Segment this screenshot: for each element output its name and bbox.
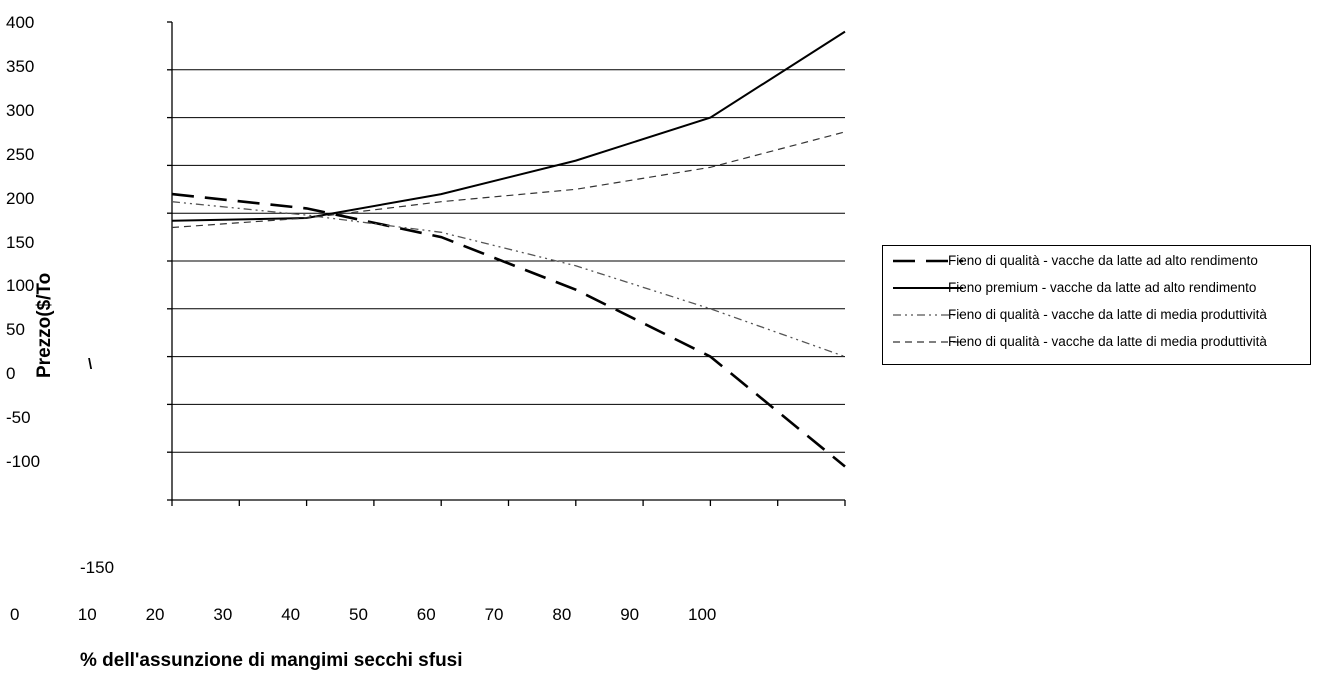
x-tick-label: 70 — [484, 605, 504, 624]
legend: Fieno di qualità - vacche da latte ad al… — [882, 245, 1311, 365]
y-tick-label: 300 — [6, 100, 35, 120]
legend-item: Fieno di qualità - vacche da latte ad al… — [883, 251, 1310, 273]
legend-label: Fieno di qualità - vacche da latte di me… — [948, 334, 1267, 349]
series-line-2 — [171, 30, 846, 222]
x-tick-label: 40 — [281, 605, 301, 624]
series-line-3 — [171, 201, 846, 358]
series-line-4 — [171, 131, 846, 229]
y-tick-label: 50 — [6, 320, 25, 340]
y-tick-label: 250 — [6, 144, 35, 164]
legend-label: Fieno di qualità - vacche da latte ad al… — [948, 253, 1258, 268]
x-tick-label: 80 — [552, 605, 572, 624]
grid-lines — [172, 69, 845, 453]
x-tick-label: 60 — [416, 605, 436, 624]
x-tick-label: 10 — [77, 605, 97, 624]
x-axis-label: % dell'assunzione di mangimi secchi sfus… — [80, 650, 463, 671]
legend-swatch — [893, 259, 963, 263]
y-tick-label: 200 — [6, 188, 35, 208]
legend-swatch — [893, 287, 963, 289]
legend-item: Fieno di qualità - vacche da latte di me… — [883, 305, 1310, 327]
x-tick-label: 90 — [620, 605, 640, 624]
legend-item: Fieno premium - vacche da latte ad alto … — [883, 278, 1310, 300]
x-tick-label: 20 — [145, 605, 165, 624]
series-lines — [171, 30, 846, 468]
y-tick-label: 0 — [6, 364, 16, 384]
y-tick-label: 150 — [6, 232, 35, 252]
x-tick-label: 30 — [213, 605, 233, 624]
legend-label: Fieno premium - vacche da latte ad alto … — [948, 280, 1257, 295]
y-axis-label: Prezzo($/To — [34, 272, 55, 378]
axes — [167, 21, 846, 506]
y-tick-label: 350 — [6, 56, 35, 76]
y-tick-label: -100 — [6, 452, 41, 471]
legend-item: Fieno di qualità - vacche da latte di me… — [883, 332, 1310, 354]
x-tick-label: 0 — [10, 605, 20, 624]
x-tick-label: 100 — [688, 605, 717, 624]
legend-label: Fieno di qualità - vacche da latte di me… — [948, 307, 1267, 322]
x-tick-label: 50 — [349, 605, 368, 624]
y-tick-label: 100 — [6, 276, 35, 296]
y-tick-label: 400 — [6, 13, 35, 32]
series-line-1 — [171, 192, 846, 468]
y-extra-label: -150 — [80, 558, 115, 577]
y-tick-label: -50 — [6, 408, 31, 428]
y-axis-label-fragment: \ — [88, 356, 93, 373]
